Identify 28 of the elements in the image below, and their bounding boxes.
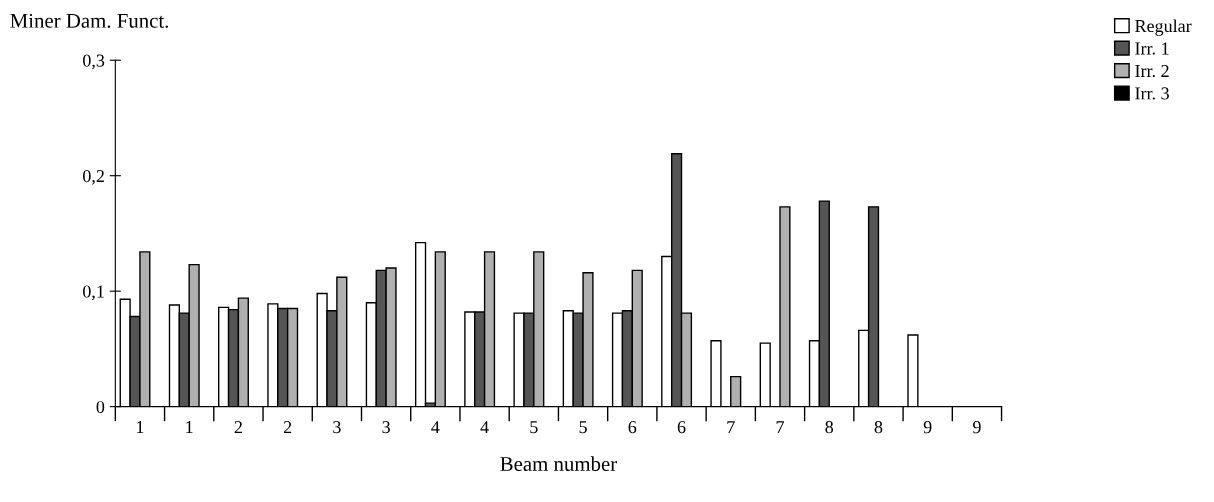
x-tick-label: 6 — [628, 421, 637, 434]
x-tick-label: 3 — [382, 421, 390, 434]
y-tick-label: 0 — [96, 400, 105, 414]
x-tick-label: 7 — [776, 421, 784, 434]
y-tick-label: 0,1 — [83, 285, 104, 301]
legend-label: Irr. 3 — [1135, 87, 1169, 100]
y-tick-label: 0,3 — [83, 54, 105, 70]
x-tick-label: 2 — [283, 421, 292, 434]
x-tick-label: 1 — [137, 421, 144, 434]
x-tick-label: 9 — [973, 421, 981, 434]
x-tick-label: 8 — [825, 421, 834, 434]
x-tick-label: 5 — [530, 421, 538, 434]
legend-label: Regular — [1135, 19, 1192, 36]
x-tick-label: 4 — [431, 421, 440, 434]
x-tick-label: 9 — [923, 421, 932, 434]
x-tick-label: 5 — [579, 421, 587, 434]
x-tick-label: 1 — [186, 421, 193, 434]
x-tick-label: 2 — [234, 421, 242, 434]
legend-label: Irr. 2 — [1135, 64, 1169, 78]
x-tick-label: 3 — [333, 421, 341, 434]
x-tick-label: 8 — [874, 421, 883, 434]
legend-label: Irr. 1 — [1135, 42, 1169, 55]
x-tick-label: 4 — [480, 421, 489, 434]
x-tick-label: 7 — [727, 421, 735, 434]
x-tick-label: 6 — [677, 421, 686, 434]
y-axis-title: Miner Dam. Funct. — [10, 13, 169, 28]
y-tick-label: 0,2 — [83, 169, 104, 185]
x-axis-title: Beam number — [500, 456, 617, 471]
